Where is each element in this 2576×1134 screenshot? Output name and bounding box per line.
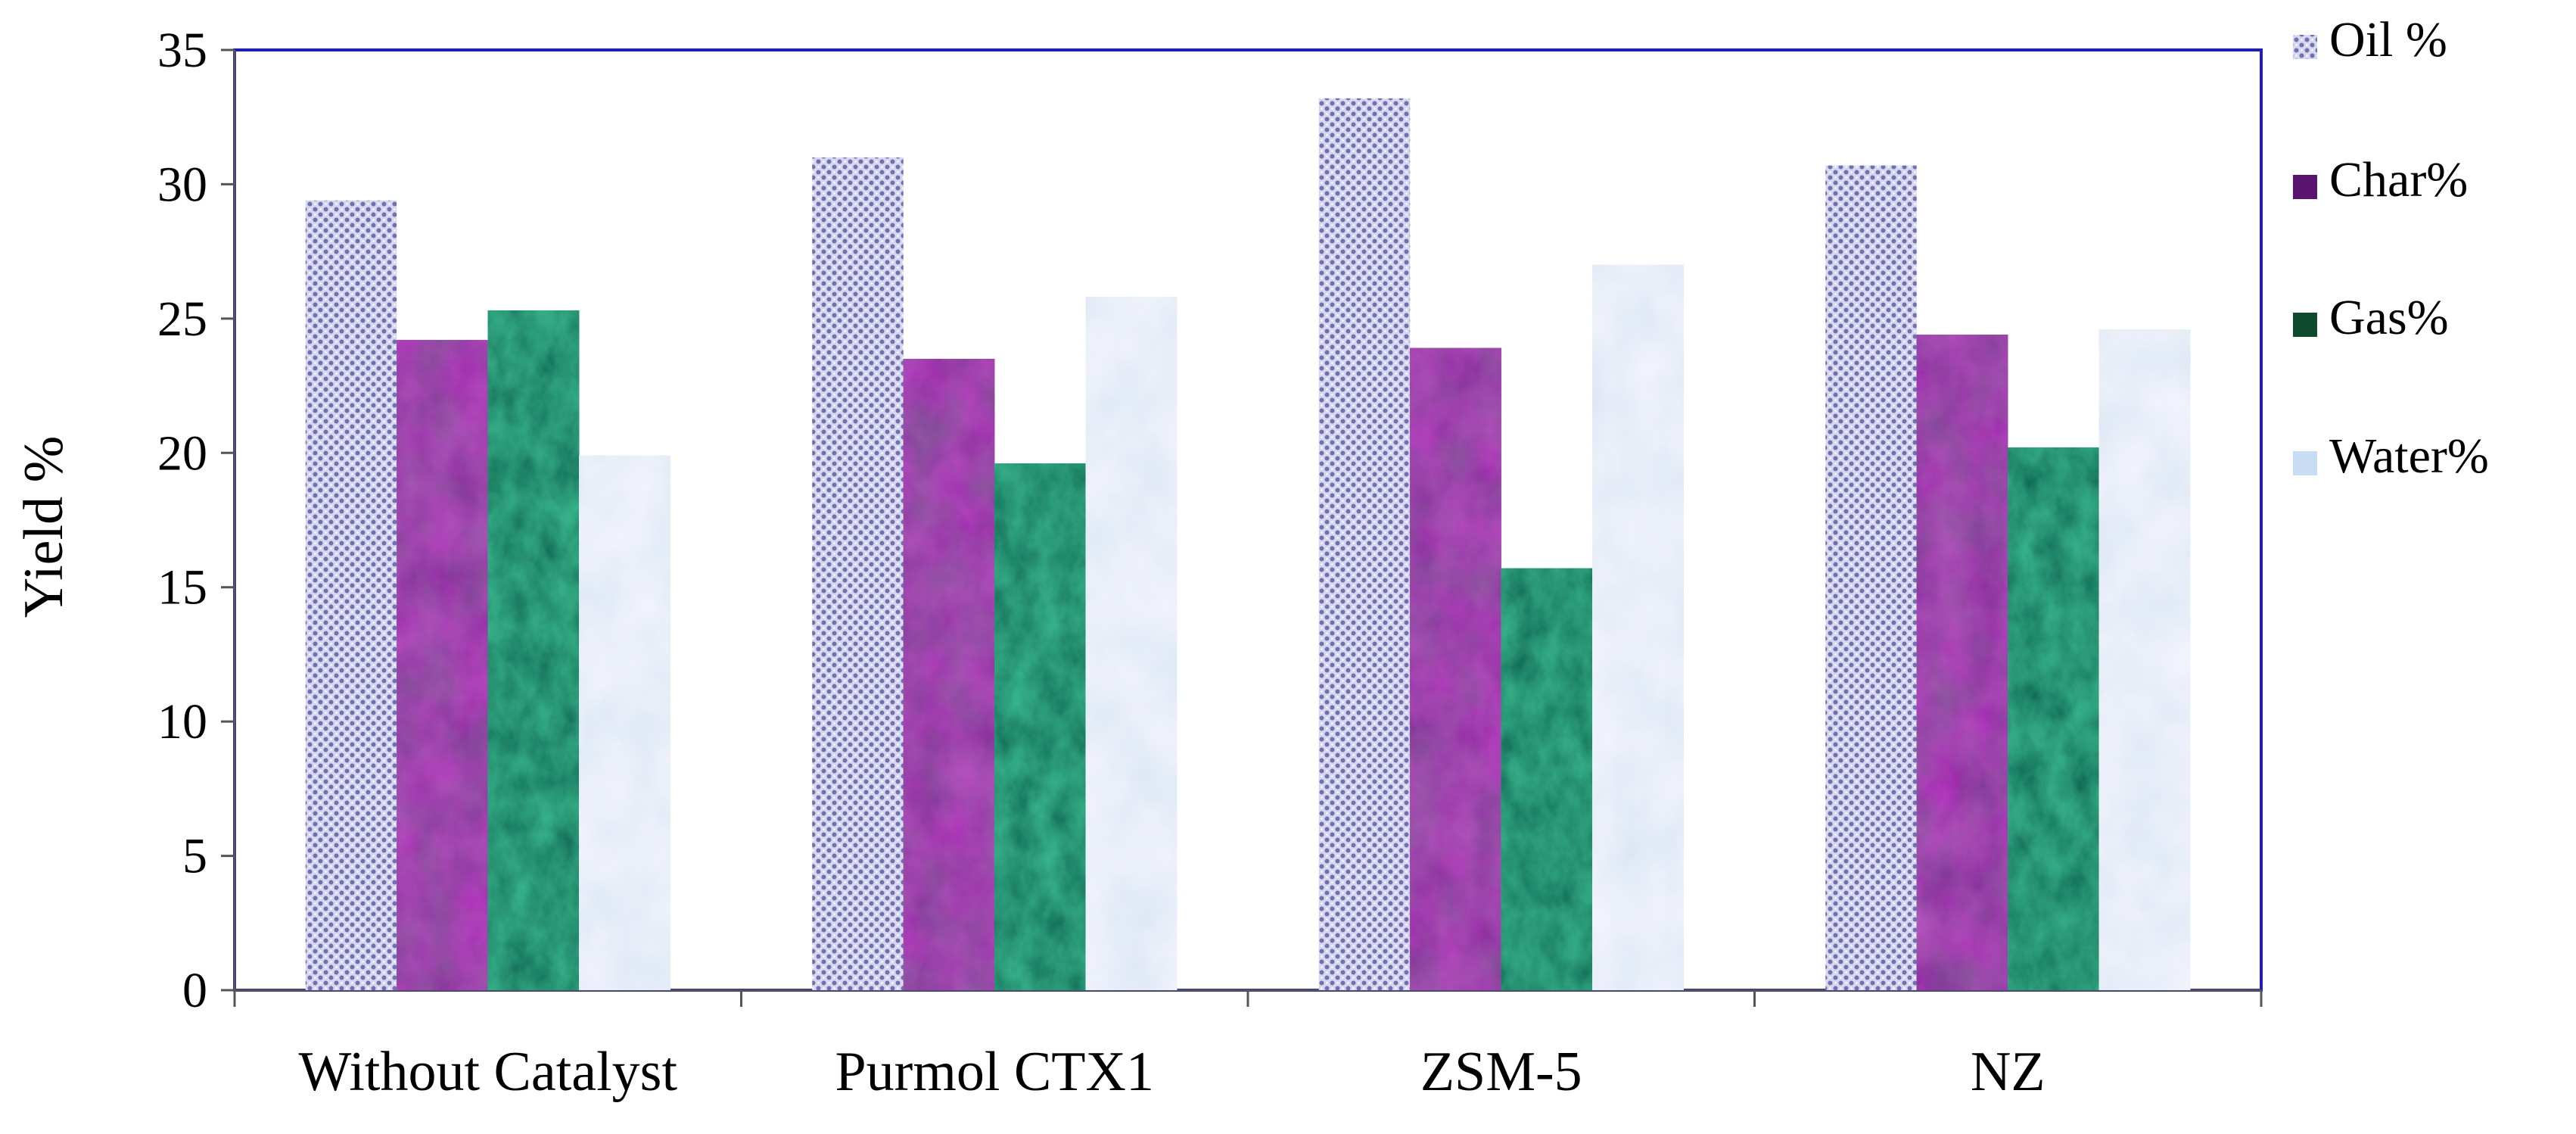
x-category-label: NZ (1971, 1041, 2046, 1103)
bar (397, 340, 488, 990)
x-axis: Without Catalyst Purmol CTX1 ZSM-5 NZ (233, 989, 2263, 1103)
legend-swatch (2293, 313, 2317, 337)
bar-texture (2098, 329, 2191, 991)
y-tick-label: 30 (157, 157, 207, 212)
legend-item: Oil % (2293, 12, 2447, 67)
bar-texture (1085, 297, 1178, 990)
bar (305, 200, 397, 991)
bars-group (305, 98, 2191, 991)
legend-label: Char% (2329, 152, 2468, 207)
bar (579, 455, 670, 990)
legend-item: Water% (2293, 428, 2489, 484)
y-tick-label: 10 (157, 694, 207, 749)
bar-texture (903, 359, 995, 991)
bar-texture (487, 310, 580, 990)
bar-texture (1501, 568, 1593, 990)
y-tick-label: 35 (157, 23, 207, 78)
bar (903, 359, 995, 991)
y-axis: 0 5 10 15 20 25 30 35 (157, 23, 236, 1018)
x-category-label: Purmol CTX1 (835, 1041, 1154, 1103)
bar (1501, 568, 1593, 990)
legend-label: Oil % (2329, 12, 2447, 67)
legend-swatch (2293, 175, 2317, 199)
y-tick-label: 20 (157, 425, 207, 481)
y-tick-label: 15 (157, 560, 207, 615)
bar (1825, 165, 1917, 990)
y-tick-label: 5 (182, 829, 207, 884)
y-tick-label: 0 (182, 963, 207, 1018)
legend-item: Gas% (2293, 290, 2449, 345)
bar (812, 157, 904, 990)
bar-texture (1592, 264, 1684, 990)
bar-texture (579, 455, 670, 990)
legend: Oil % Char% Gas% Water% (2293, 12, 2489, 484)
legend-swatch (2293, 35, 2317, 59)
bar (1318, 98, 1411, 991)
bar (994, 463, 1086, 990)
bar-texture (1916, 335, 2008, 990)
bar (2008, 447, 2099, 990)
y-axis-title: Yield % (13, 436, 75, 618)
bar (1410, 347, 1501, 990)
bar (1916, 335, 2008, 990)
legend-swatch (2293, 451, 2317, 475)
bar (1085, 297, 1178, 990)
legend-item: Char% (2293, 152, 2468, 207)
bar-texture (2008, 447, 2099, 990)
bar (2098, 329, 2191, 991)
bar-texture (994, 463, 1086, 990)
x-category-label: Without Catalyst (298, 1041, 677, 1103)
legend-label: Water% (2329, 428, 2489, 484)
legend-label: Gas% (2329, 290, 2449, 345)
x-category-label: ZSM-5 (1420, 1041, 1582, 1103)
bar-texture (397, 340, 488, 990)
bar-texture (1410, 347, 1501, 990)
bar (1592, 264, 1684, 990)
y-tick-label: 25 (157, 291, 207, 347)
bar (487, 310, 580, 990)
